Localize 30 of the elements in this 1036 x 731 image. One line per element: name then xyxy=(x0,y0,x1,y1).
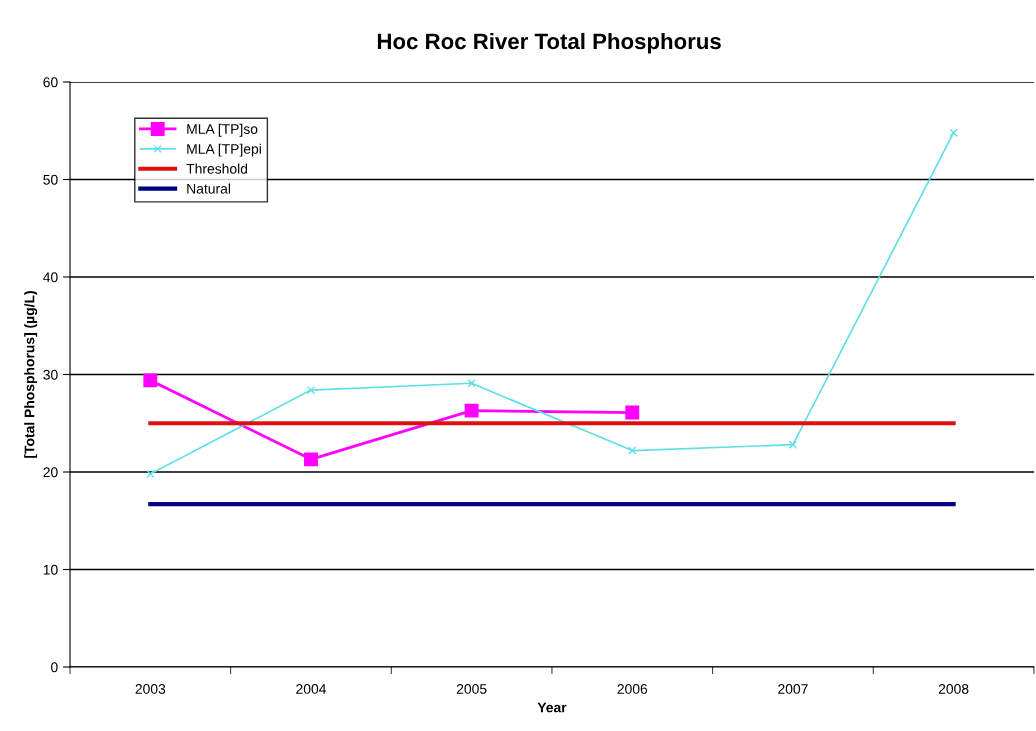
legend-label: MLA [TP]so xyxy=(187,123,258,137)
x-tick-label: 2005 xyxy=(456,684,487,694)
y-tick-label: 10 xyxy=(43,564,58,575)
point xyxy=(625,405,640,420)
point xyxy=(464,403,479,418)
point xyxy=(143,373,158,388)
legend-label: MLA [TP]epi xyxy=(187,143,261,157)
point xyxy=(304,452,318,467)
y-tick-label: 50 xyxy=(43,174,58,185)
chart-title: Hoc Roc River Total Phosphorus xyxy=(377,32,721,54)
x-tick-label: 2006 xyxy=(617,684,648,694)
point xyxy=(146,469,155,479)
legend-label: Threshold xyxy=(186,163,248,174)
point xyxy=(306,385,316,395)
y-tick-label: 0 xyxy=(51,662,58,673)
x-axis-title: Year xyxy=(537,702,567,713)
point xyxy=(628,446,637,455)
y-tick-label: 20 xyxy=(43,467,58,478)
x-tick-label: 2003 xyxy=(135,684,166,694)
y-tick-label: 40 xyxy=(43,272,58,283)
point xyxy=(788,440,798,449)
y-tick-label: 30 xyxy=(43,369,58,380)
point xyxy=(467,379,476,388)
point xyxy=(949,128,958,137)
x-tick-label: 2008 xyxy=(938,684,969,694)
x-tick-label: 2004 xyxy=(296,684,327,694)
legend-label: Natural xyxy=(187,183,231,194)
x-tick-label: 2007 xyxy=(778,684,808,694)
y-axis-title: [Total Phosphorus] (µg/L) xyxy=(24,291,38,458)
y-tick-label: 60 xyxy=(43,77,58,88)
